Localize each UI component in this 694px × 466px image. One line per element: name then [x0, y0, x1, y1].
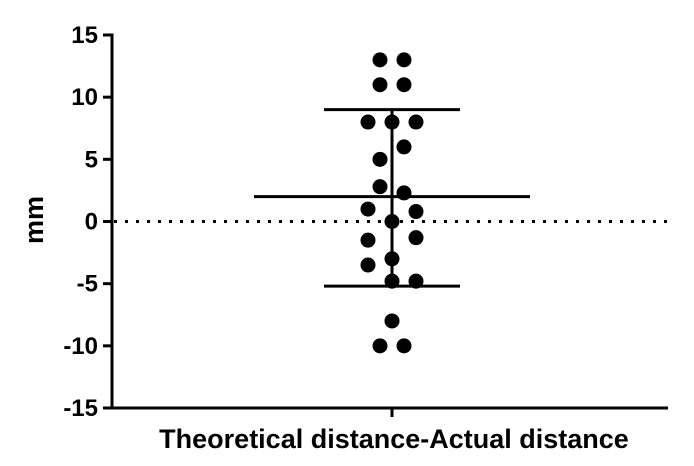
data-point	[372, 52, 388, 68]
data-point	[372, 338, 388, 354]
data-point	[360, 232, 376, 248]
data-points	[360, 52, 424, 354]
y-tick-label: 5	[85, 146, 98, 173]
data-point	[360, 201, 376, 217]
y-axis-title: mm	[19, 196, 49, 244]
data-point	[408, 273, 424, 289]
data-point	[384, 114, 400, 130]
data-point	[384, 214, 400, 229]
data-point	[396, 139, 412, 155]
data-point	[408, 114, 424, 130]
y-tick-label: -10	[63, 333, 98, 360]
data-point	[372, 151, 388, 167]
data-point	[372, 179, 388, 195]
data-point	[408, 230, 424, 246]
data-point	[360, 114, 376, 130]
data-point	[384, 313, 400, 329]
data-point	[396, 338, 412, 354]
y-tick-label: 15	[71, 22, 98, 49]
data-point	[396, 52, 412, 68]
y-tick-label: 10	[71, 84, 98, 111]
y-tick-label: 0	[85, 209, 98, 236]
data-point	[396, 185, 412, 201]
data-point	[360, 257, 376, 273]
data-point	[384, 251, 400, 267]
data-point	[408, 204, 424, 220]
data-point	[396, 77, 412, 93]
data-point	[384, 273, 400, 289]
x-axis-title: Theoretical distance-Actual distance	[159, 424, 629, 454]
y-axis-ticks: -15 -10 -5 0 5 10 15	[63, 22, 112, 422]
y-tick-label: -15	[63, 395, 98, 422]
data-point	[372, 77, 388, 93]
y-tick-label: -5	[77, 271, 98, 298]
